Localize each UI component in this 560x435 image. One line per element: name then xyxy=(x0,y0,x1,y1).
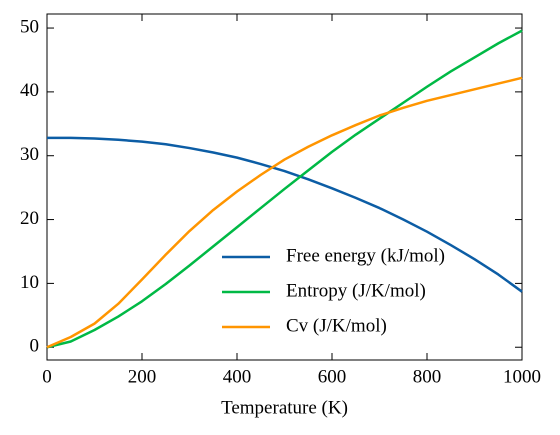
y-tick-label: 20 xyxy=(20,208,39,229)
y-tick-label: 50 xyxy=(20,16,39,37)
x-axis-label: Temperature (K) xyxy=(221,397,348,418)
series-line xyxy=(47,136,523,293)
y-tick-label: 0 xyxy=(30,336,40,357)
series-line xyxy=(46,29,523,349)
x-tick-label: 0 xyxy=(42,366,52,387)
x-tick-label: 400 xyxy=(223,366,252,387)
x-tick-label: 200 xyxy=(128,366,157,387)
x-tick-label: 1000 xyxy=(503,366,541,387)
y-tick-label: 30 xyxy=(20,144,39,165)
x-tick-label: 800 xyxy=(413,366,442,387)
legend-label: Cv (J/K/mol) xyxy=(286,315,387,336)
legend-label: Free energy (kJ/mol) xyxy=(286,245,445,266)
plot-frame xyxy=(46,13,523,361)
legend-label: Entropy (J/K/mol) xyxy=(286,280,426,301)
y-tick-label: 10 xyxy=(20,272,39,293)
y-tick-label: 40 xyxy=(20,80,39,101)
series-line xyxy=(46,76,523,349)
x-tick-label: 600 xyxy=(318,366,347,387)
